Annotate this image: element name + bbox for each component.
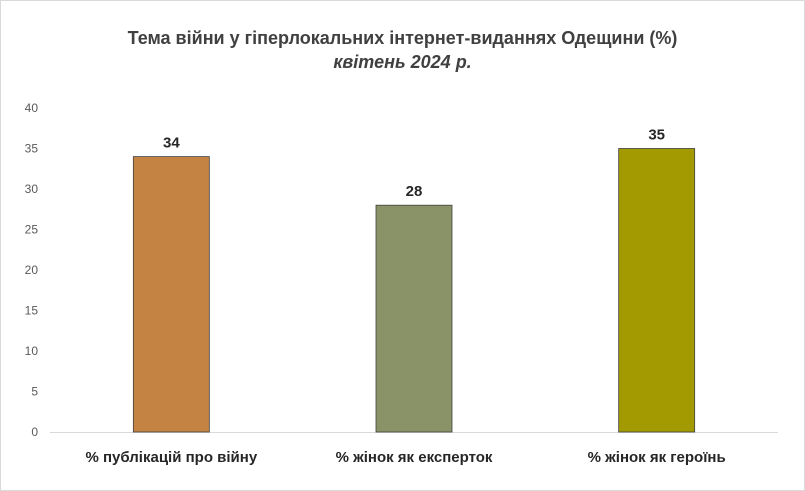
chart-subtitle: квітень 2024 р. [333, 52, 472, 72]
y-tick-label: 20 [25, 263, 39, 277]
chart-title: Тема війни у гіперлокальних інтернет-вид… [127, 28, 678, 48]
bar [618, 148, 696, 433]
y-tick-label: 40 [25, 101, 39, 115]
data-label: 28 [406, 183, 423, 200]
y-tick-label: 10 [25, 344, 39, 358]
x-category-label: % жінок як героїнь [588, 449, 726, 466]
y-tick-label: 5 [31, 385, 38, 399]
bar [375, 204, 453, 433]
bar [132, 156, 210, 433]
x-category-label: % жінок як експерток [336, 449, 493, 466]
x-category-label: % публікацій про війну [85, 449, 257, 466]
y-tick-label: 35 [25, 142, 39, 156]
y-tick-label: 15 [25, 304, 39, 318]
y-tick-label: 0 [31, 425, 38, 439]
data-label: 34 [163, 135, 180, 152]
y-tick-label: 25 [25, 223, 39, 237]
y-tick-label: 30 [25, 182, 39, 196]
data-label: 35 [648, 127, 665, 144]
